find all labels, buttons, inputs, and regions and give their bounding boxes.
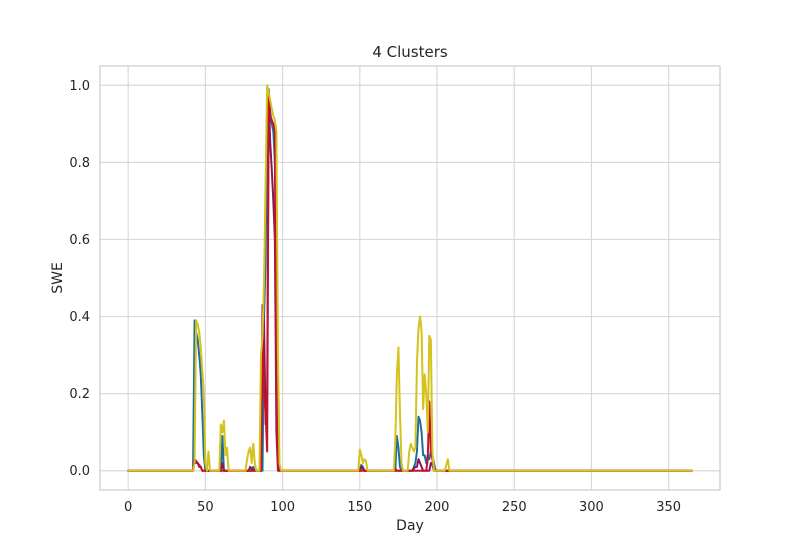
x-tick-label: 300 — [579, 500, 604, 515]
plot-frame — [99, 65, 721, 491]
tick-labels: 0 50 100 150 200 250 300 350 0.0 0.2 0.4 0.6 0.8 1.0 — [69, 79, 681, 515]
y-tick-label: 0.2 — [69, 387, 90, 402]
grid — [100, 66, 720, 490]
x-tick-label: 100 — [270, 500, 295, 515]
y-tick-label: 0.8 — [69, 156, 90, 171]
series-line-1 — [127, 88, 693, 472]
x-tick-label: 50 — [197, 500, 214, 515]
x-tick-label: 350 — [656, 500, 681, 515]
series-line-2 — [127, 95, 693, 472]
y-tick-label: 1.0 — [69, 79, 90, 94]
x-tick-label: 0 — [124, 500, 132, 515]
series-group — [127, 84, 693, 472]
x-tick-label: 250 — [502, 500, 527, 515]
x-tick-label: 200 — [425, 500, 450, 515]
x-axis-label: Day — [396, 518, 424, 534]
y-axis-label: SWE — [50, 262, 66, 294]
y-tick-label: 0.6 — [69, 233, 90, 248]
chart-title: 4 Clusters — [372, 43, 448, 61]
series-line-4 — [127, 84, 693, 472]
y-tick-label: 0.4 — [69, 310, 90, 325]
y-tick-label: 0.0 — [69, 464, 90, 479]
x-tick-label: 150 — [347, 500, 372, 515]
series-line-3 — [127, 91, 693, 472]
